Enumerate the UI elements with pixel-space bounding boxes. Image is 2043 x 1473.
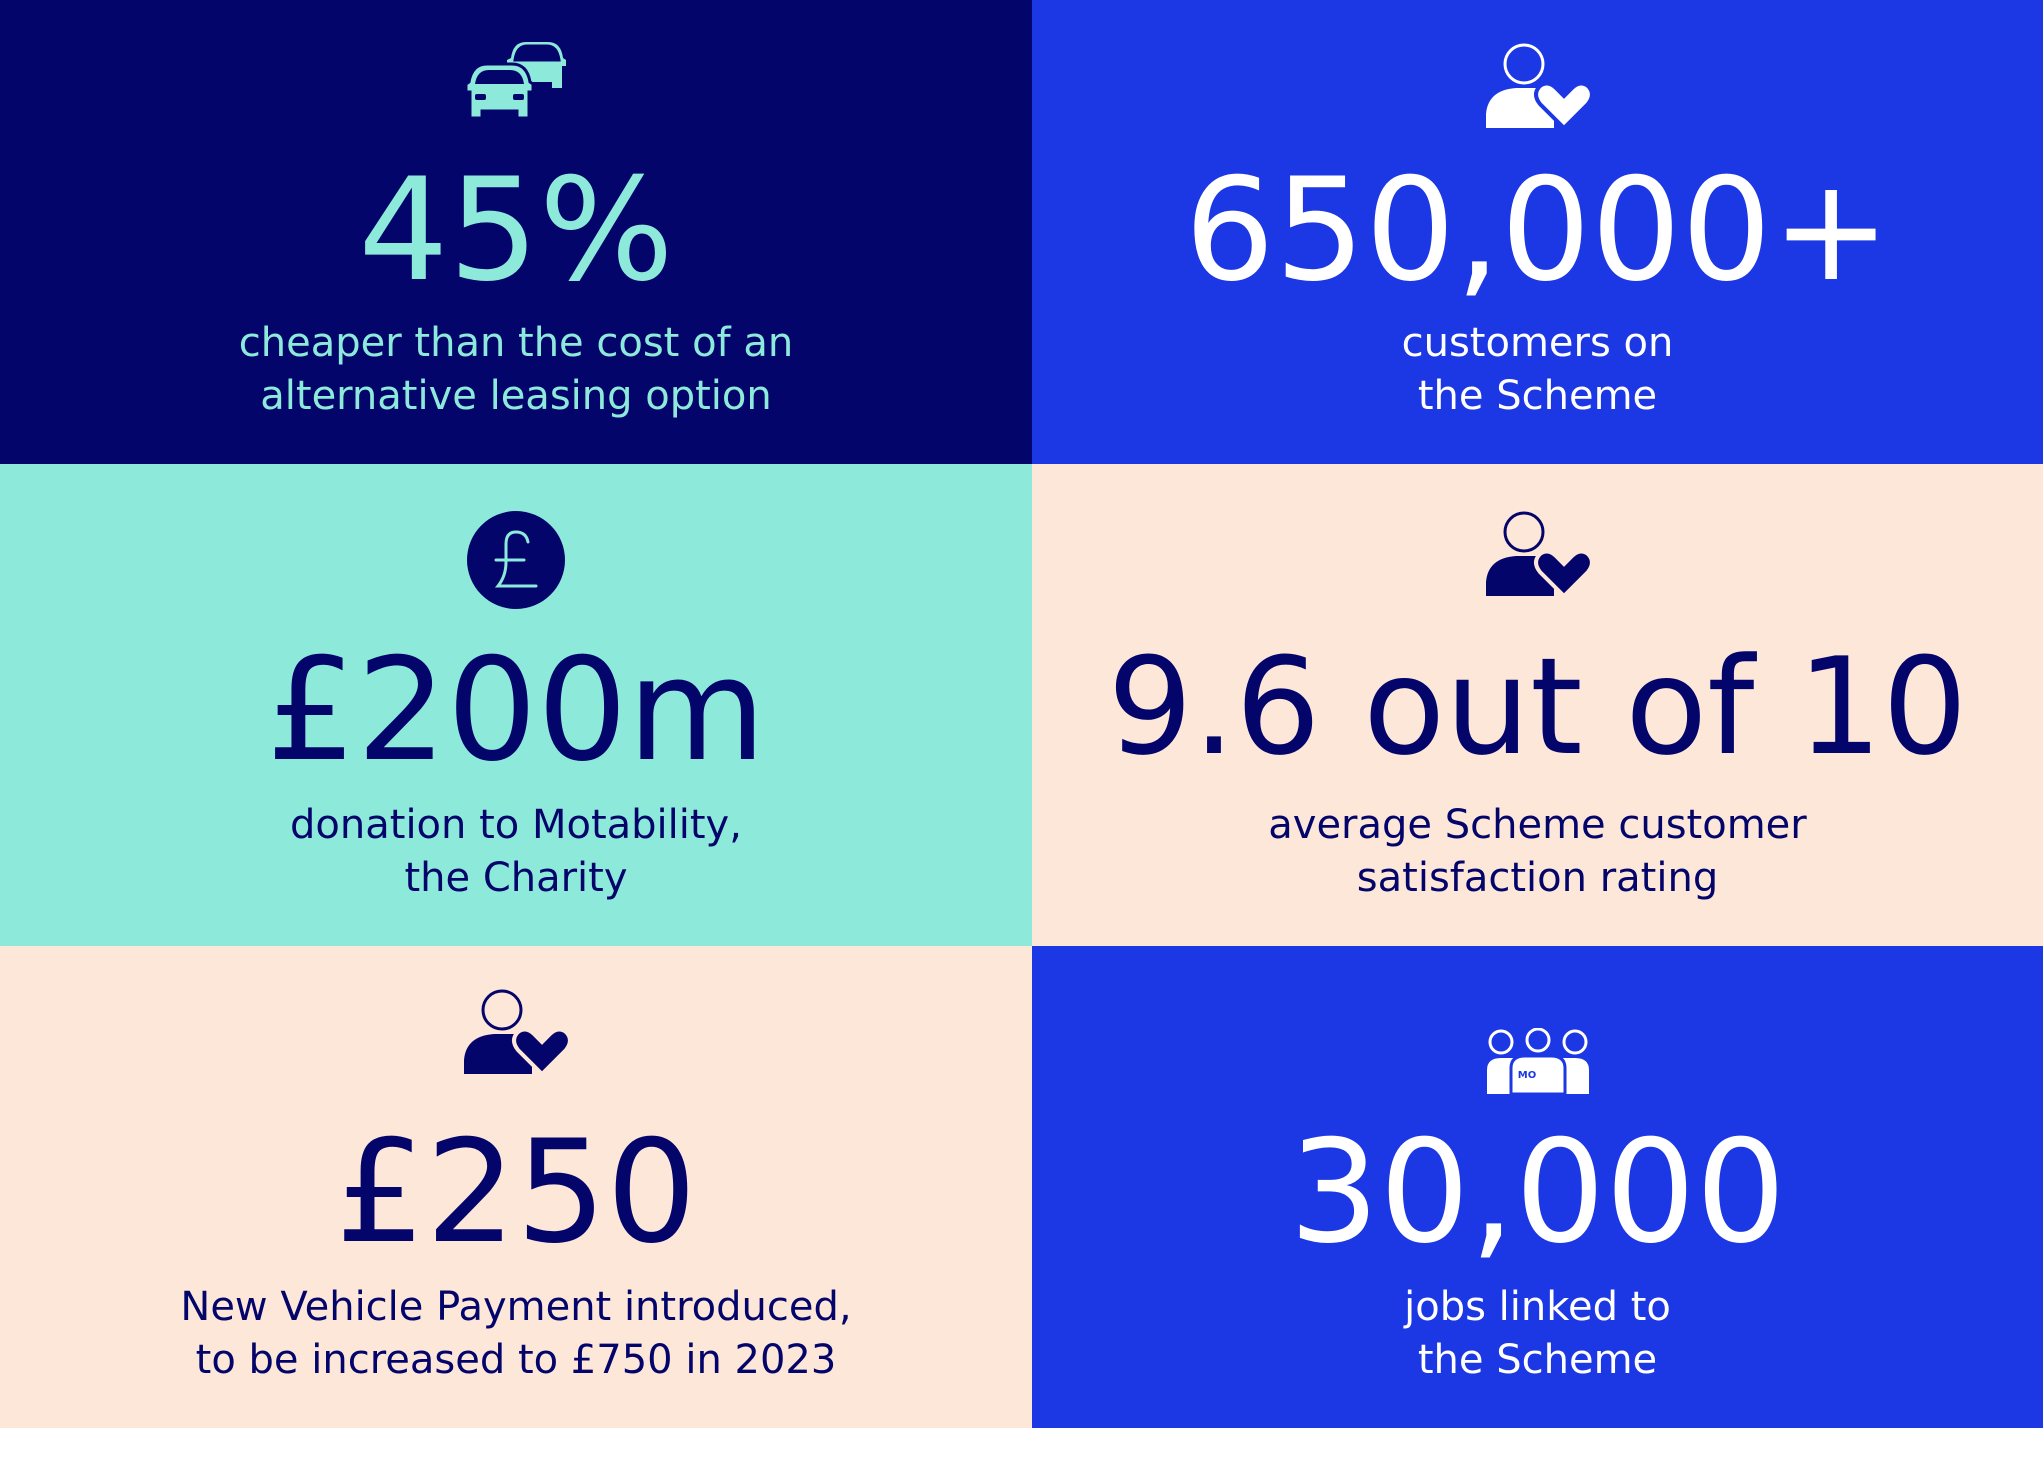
person-heart-icon xyxy=(1485,511,1590,596)
cars-icon xyxy=(466,42,566,120)
caption-line: jobs linked to xyxy=(1404,1284,1671,1330)
stat-value: 30,000 xyxy=(1289,1110,1786,1275)
stats-grid: 45% cheaper than the cost of an alternat… xyxy=(0,0,2043,1428)
stat-tile-vehicle-payment: £250 New Vehicle Payment introduced, to … xyxy=(0,946,1032,1428)
stat-tile-satisfaction: 9.6 out of 10 average Scheme customer sa… xyxy=(1032,464,2043,946)
caption-line: the Charity xyxy=(404,855,628,901)
stat-value: £200m xyxy=(266,628,766,793)
caption-line: cheaper than the cost of an xyxy=(238,320,794,366)
team-icon-label: MO xyxy=(1517,1070,1535,1081)
stat-caption: jobs linked to the Scheme xyxy=(1032,1281,2043,1387)
stat-tile-jobs: MO 30,000 jobs linked to the Scheme xyxy=(1032,946,2043,1428)
stat-caption: donation to Motability, the Charity xyxy=(0,799,1032,905)
caption-line: average Scheme customer xyxy=(1268,802,1807,848)
stat-value: 650,000+ xyxy=(1184,148,1891,313)
caption-line: the Scheme xyxy=(1417,373,1658,419)
stat-value: £250 xyxy=(335,1110,697,1275)
team-icon: MO xyxy=(1486,1028,1589,1094)
caption-line: to be increased to £750 in 2023 xyxy=(195,1337,837,1383)
pound-coin-icon xyxy=(467,511,565,609)
caption-line: alternative leasing option xyxy=(260,373,772,419)
stat-caption: customers on the Scheme xyxy=(1032,317,2043,423)
caption-line: customers on xyxy=(1401,320,1674,366)
person-heart-icon xyxy=(464,989,568,1074)
caption-line: satisfaction rating xyxy=(1356,855,1719,901)
stat-tile-donation: £200m donation to Motability, the Charit… xyxy=(0,464,1032,946)
person-heart-icon xyxy=(1485,43,1590,128)
stat-value: 45% xyxy=(358,148,674,313)
stat-tile-leasing-savings: 45% cheaper than the cost of an alternat… xyxy=(0,0,1032,464)
stat-value: 9.6 out of 10 xyxy=(1107,629,1968,785)
stat-caption: average Scheme customer satisfaction rat… xyxy=(1032,799,2043,905)
stat-caption: cheaper than the cost of an alternative … xyxy=(0,317,1032,423)
stat-tile-customers: 650,000+ customers on the Scheme xyxy=(1032,0,2043,464)
caption-line: New Vehicle Payment introduced, xyxy=(180,1284,852,1330)
stat-caption: New Vehicle Payment introduced, to be in… xyxy=(0,1281,1032,1387)
caption-line: the Scheme xyxy=(1417,1337,1658,1383)
caption-line: donation to Motability, xyxy=(290,802,742,848)
